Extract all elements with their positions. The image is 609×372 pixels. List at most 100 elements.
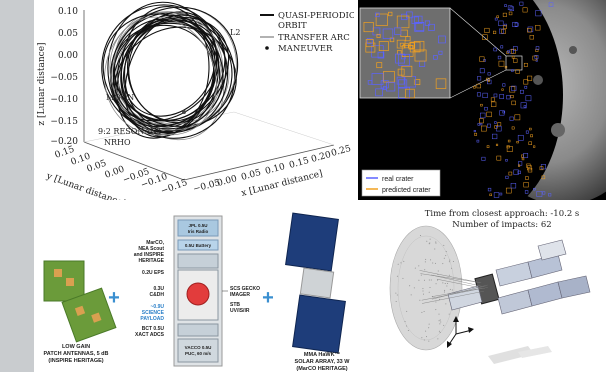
crater-box bbox=[521, 157, 525, 161]
moon-marker bbox=[182, 110, 186, 114]
crater-box bbox=[494, 125, 498, 129]
crater-box bbox=[542, 191, 546, 195]
particle-dot bbox=[445, 303, 447, 305]
crater-box bbox=[482, 34, 488, 40]
crater-box bbox=[414, 79, 421, 85]
particle-dot bbox=[426, 240, 428, 242]
crater-box bbox=[383, 70, 395, 83]
crater-box bbox=[523, 182, 529, 188]
left-component-labels: MarCO, NEA Scout and INSPIRE HERITAGE 0.… bbox=[134, 240, 165, 338]
crater-box bbox=[486, 77, 490, 82]
particle-dot bbox=[413, 287, 415, 289]
crater-box bbox=[382, 28, 394, 39]
crater-box bbox=[505, 159, 508, 162]
particle-dot bbox=[397, 263, 399, 265]
patch-antennas bbox=[43, 260, 117, 343]
antenna-patch bbox=[74, 305, 86, 316]
crater-box bbox=[476, 92, 481, 97]
crater-box bbox=[527, 165, 532, 171]
z-tick: 0.10 bbox=[58, 7, 78, 17]
legend-predicted-crater: predicted crater bbox=[382, 187, 431, 194]
label-text: JPL 0.5U bbox=[189, 223, 208, 228]
crater-box bbox=[375, 12, 380, 18]
left-margin-bar bbox=[0, 0, 34, 372]
legend-orbit: ORBIT bbox=[278, 21, 307, 31]
crater-box bbox=[505, 175, 509, 179]
label-text: UV/IS/IR bbox=[230, 308, 250, 314]
particle-dot bbox=[425, 330, 427, 332]
crater-box bbox=[535, 48, 539, 52]
orbit-plot-panel: 0.10 0.05 0.00 −0.05 −0.10 −0.15 −0.20 z… bbox=[34, 0, 354, 200]
particle-dot bbox=[414, 267, 416, 269]
crater-box bbox=[528, 141, 532, 145]
time-from-approach: Time from closest approach: -10.2 s bbox=[425, 209, 580, 219]
legend-transfer: TRANSFER ARC bbox=[278, 33, 350, 43]
particle-dot bbox=[396, 275, 398, 277]
crater-box bbox=[477, 123, 480, 126]
particle-dot bbox=[420, 234, 422, 236]
crater-legend-box bbox=[361, 169, 441, 197]
crater-box bbox=[529, 127, 532, 131]
antenna-caption: PATCH ANTENNAS, 5 dB bbox=[44, 351, 109, 357]
particle-dot bbox=[444, 291, 446, 293]
crater-box bbox=[499, 110, 505, 116]
particle-dot bbox=[418, 265, 420, 267]
crater-box bbox=[504, 66, 508, 69]
antenna-caption: LOW GAIN bbox=[62, 344, 90, 350]
crater-box bbox=[401, 45, 414, 57]
crater-box bbox=[522, 7, 528, 13]
impact-plot-svg: Time from closest approach: -10.2 s Numb… bbox=[389, 209, 591, 364]
crater-box bbox=[533, 187, 536, 191]
impact-ray bbox=[420, 273, 482, 283]
plus-icon: + bbox=[108, 287, 120, 309]
particle-dot bbox=[451, 289, 453, 291]
plus-icon: + bbox=[262, 287, 274, 309]
solar-panel bbox=[292, 294, 346, 354]
crater-image-svg: real crater predicted crater bbox=[359, 0, 606, 200]
x-tick: 0.25 bbox=[330, 144, 352, 159]
crater-box bbox=[513, 58, 518, 63]
propulsion-module bbox=[177, 338, 219, 363]
particle-dot bbox=[421, 311, 423, 313]
crater-box bbox=[535, 25, 541, 31]
z-tick: −0.15 bbox=[50, 117, 78, 127]
crater-box bbox=[524, 190, 529, 194]
satellite-diagram-panel: LOW GAIN PATCH ANTENNAS, 5 dB (INSPIRE H… bbox=[34, 206, 374, 372]
crater-box bbox=[476, 83, 481, 89]
axis-triad bbox=[447, 316, 474, 348]
solar-arrays bbox=[285, 212, 346, 354]
crater-box bbox=[477, 76, 482, 81]
crater-box bbox=[506, 95, 511, 100]
crater-box bbox=[405, 88, 415, 99]
crater-box bbox=[481, 156, 486, 161]
particle-dot bbox=[444, 289, 446, 291]
crater-box bbox=[486, 111, 492, 118]
particle-dot bbox=[435, 301, 437, 303]
crater-box bbox=[501, 88, 504, 91]
particle-dot bbox=[435, 309, 437, 311]
impact-rays bbox=[419, 270, 488, 304]
orbit-loop bbox=[114, 26, 220, 122]
crater-box bbox=[514, 114, 521, 121]
imager-lens bbox=[186, 282, 210, 306]
label-text: PUC, 60 m/s bbox=[185, 351, 212, 356]
crater-box bbox=[377, 51, 385, 59]
crater-box bbox=[438, 50, 443, 55]
crater-box bbox=[438, 35, 446, 44]
crater-box bbox=[479, 118, 484, 124]
battery-module bbox=[177, 239, 219, 251]
antenna-board bbox=[61, 287, 117, 343]
crater-box bbox=[398, 53, 410, 66]
particle-dot bbox=[428, 291, 430, 293]
particle-dot bbox=[428, 323, 430, 325]
label-text: STB bbox=[230, 302, 240, 308]
crater-box bbox=[507, 139, 511, 143]
crater-box bbox=[405, 36, 411, 42]
particle-dot bbox=[429, 286, 431, 288]
impact-plot-panel: Time from closest approach: -10.2 s Numb… bbox=[378, 206, 606, 372]
crater-box bbox=[396, 15, 410, 29]
crater-box bbox=[512, 21, 518, 28]
particle-dot bbox=[430, 259, 432, 261]
crater-box bbox=[539, 166, 544, 171]
particle-dot bbox=[429, 242, 431, 244]
